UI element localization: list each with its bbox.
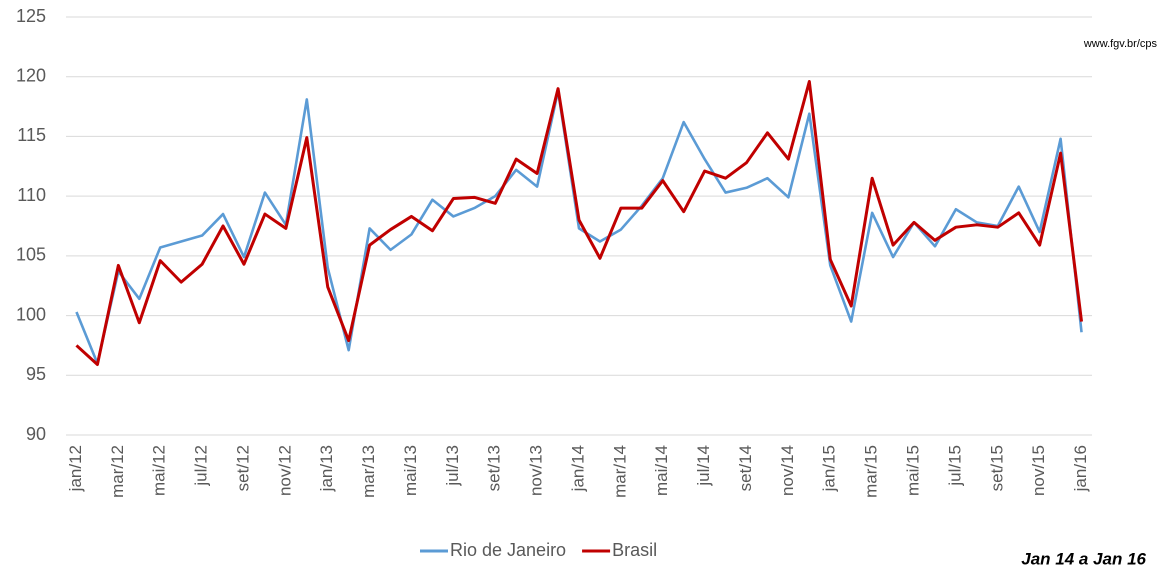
- x-tick-label: mai/12: [150, 445, 169, 496]
- x-tick-label: nov/12: [275, 445, 294, 496]
- x-tick-label: set/12: [233, 445, 252, 491]
- x-tick-label: mar/13: [359, 445, 378, 498]
- y-tick-label: 100: [16, 304, 46, 324]
- y-tick-label: 105: [16, 245, 46, 265]
- x-tick-label: jul/12: [192, 445, 211, 487]
- x-tick-label: mai/13: [401, 445, 420, 496]
- x-tick-label: jul/14: [694, 445, 713, 487]
- y-tick-label: 95: [26, 364, 46, 384]
- x-tick-label: mar/15: [862, 445, 881, 498]
- x-tick-label: nov/13: [527, 445, 546, 496]
- x-tick-label: jan/14: [568, 445, 587, 492]
- series-line: [75, 89, 1083, 365]
- y-tick-label: 120: [16, 65, 46, 85]
- x-tick-label: jan/16: [1071, 445, 1090, 492]
- x-tick-label: set/14: [736, 445, 755, 491]
- x-tick-label: jul/13: [443, 445, 462, 487]
- x-tick-label: mar/12: [108, 445, 127, 498]
- x-tick-label: jan/12: [66, 445, 85, 492]
- series-line: [75, 79, 1084, 367]
- y-tick-label: 90: [26, 424, 46, 444]
- x-tick-label: jul/15: [945, 445, 964, 487]
- x-tick-label: jan/15: [820, 445, 839, 492]
- legend-label: Brasil: [612, 540, 657, 560]
- y-tick-label: 110: [17, 185, 46, 205]
- period-note: Jan 14 a Jan 16: [1021, 549, 1146, 565]
- x-tick-label: jan/13: [317, 445, 336, 492]
- y-tick-label: 125: [16, 6, 46, 26]
- legend-label: Rio de Janeiro: [450, 540, 566, 560]
- x-tick-label: set/15: [987, 445, 1006, 491]
- x-tick-label: nov/14: [778, 445, 797, 496]
- x-tick-label: mai/14: [652, 445, 671, 496]
- y-tick-label: 115: [17, 125, 46, 145]
- x-tick-label: nov/15: [1029, 445, 1048, 496]
- source-note: www.fgv.br/cps: [1083, 38, 1158, 50]
- x-tick-label: mar/14: [610, 445, 629, 498]
- x-tick-label: mai/15: [904, 445, 923, 496]
- x-tick-label: set/13: [485, 445, 504, 491]
